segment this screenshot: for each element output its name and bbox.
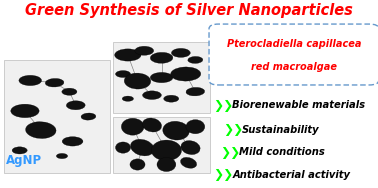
Text: ❯❯: ❯❯ <box>214 168 234 181</box>
Ellipse shape <box>186 120 205 134</box>
Ellipse shape <box>26 122 56 139</box>
Ellipse shape <box>164 95 179 102</box>
Ellipse shape <box>130 139 154 156</box>
Ellipse shape <box>115 70 131 77</box>
Ellipse shape <box>143 91 161 99</box>
Text: ❯❯: ❯❯ <box>223 123 243 136</box>
Ellipse shape <box>150 52 173 63</box>
Ellipse shape <box>171 48 190 57</box>
Ellipse shape <box>150 72 173 83</box>
Ellipse shape <box>81 113 96 120</box>
Bar <box>4 60 110 173</box>
Text: Sustainability: Sustainability <box>242 125 319 135</box>
Text: Biorenewable materials: Biorenewable materials <box>232 100 366 110</box>
Ellipse shape <box>170 67 201 81</box>
Ellipse shape <box>143 118 161 132</box>
Ellipse shape <box>186 87 204 96</box>
Bar <box>113 42 210 113</box>
Text: ❯❯: ❯❯ <box>214 99 234 112</box>
Ellipse shape <box>181 141 200 155</box>
Ellipse shape <box>121 118 144 135</box>
Text: Green Synthesis of Silver Nanoparticles: Green Synthesis of Silver Nanoparticles <box>25 3 353 18</box>
Text: red macroalgae: red macroalgae <box>251 62 337 72</box>
Ellipse shape <box>115 49 141 61</box>
Text: Antibacterial activity: Antibacterial activity <box>232 170 350 180</box>
Ellipse shape <box>62 88 77 95</box>
Ellipse shape <box>19 75 42 86</box>
Text: ❯❯: ❯❯ <box>220 146 241 159</box>
Ellipse shape <box>180 157 197 168</box>
Bar <box>113 117 210 173</box>
Ellipse shape <box>122 96 133 101</box>
Ellipse shape <box>62 137 83 146</box>
Ellipse shape <box>11 104 39 118</box>
Ellipse shape <box>188 56 203 63</box>
Ellipse shape <box>157 158 176 171</box>
Ellipse shape <box>163 121 189 140</box>
Ellipse shape <box>45 78 64 87</box>
Ellipse shape <box>115 142 131 153</box>
Ellipse shape <box>66 101 85 110</box>
Text: Mild conditions: Mild conditions <box>239 147 325 157</box>
Ellipse shape <box>124 73 151 89</box>
Ellipse shape <box>130 159 145 170</box>
Ellipse shape <box>135 46 154 55</box>
Text: Pterocladiella capillacea: Pterocladiella capillacea <box>227 39 361 49</box>
FancyBboxPatch shape <box>209 24 378 85</box>
Ellipse shape <box>151 140 181 161</box>
Ellipse shape <box>12 147 27 154</box>
Ellipse shape <box>56 153 68 159</box>
Text: AgNP: AgNP <box>6 154 42 167</box>
